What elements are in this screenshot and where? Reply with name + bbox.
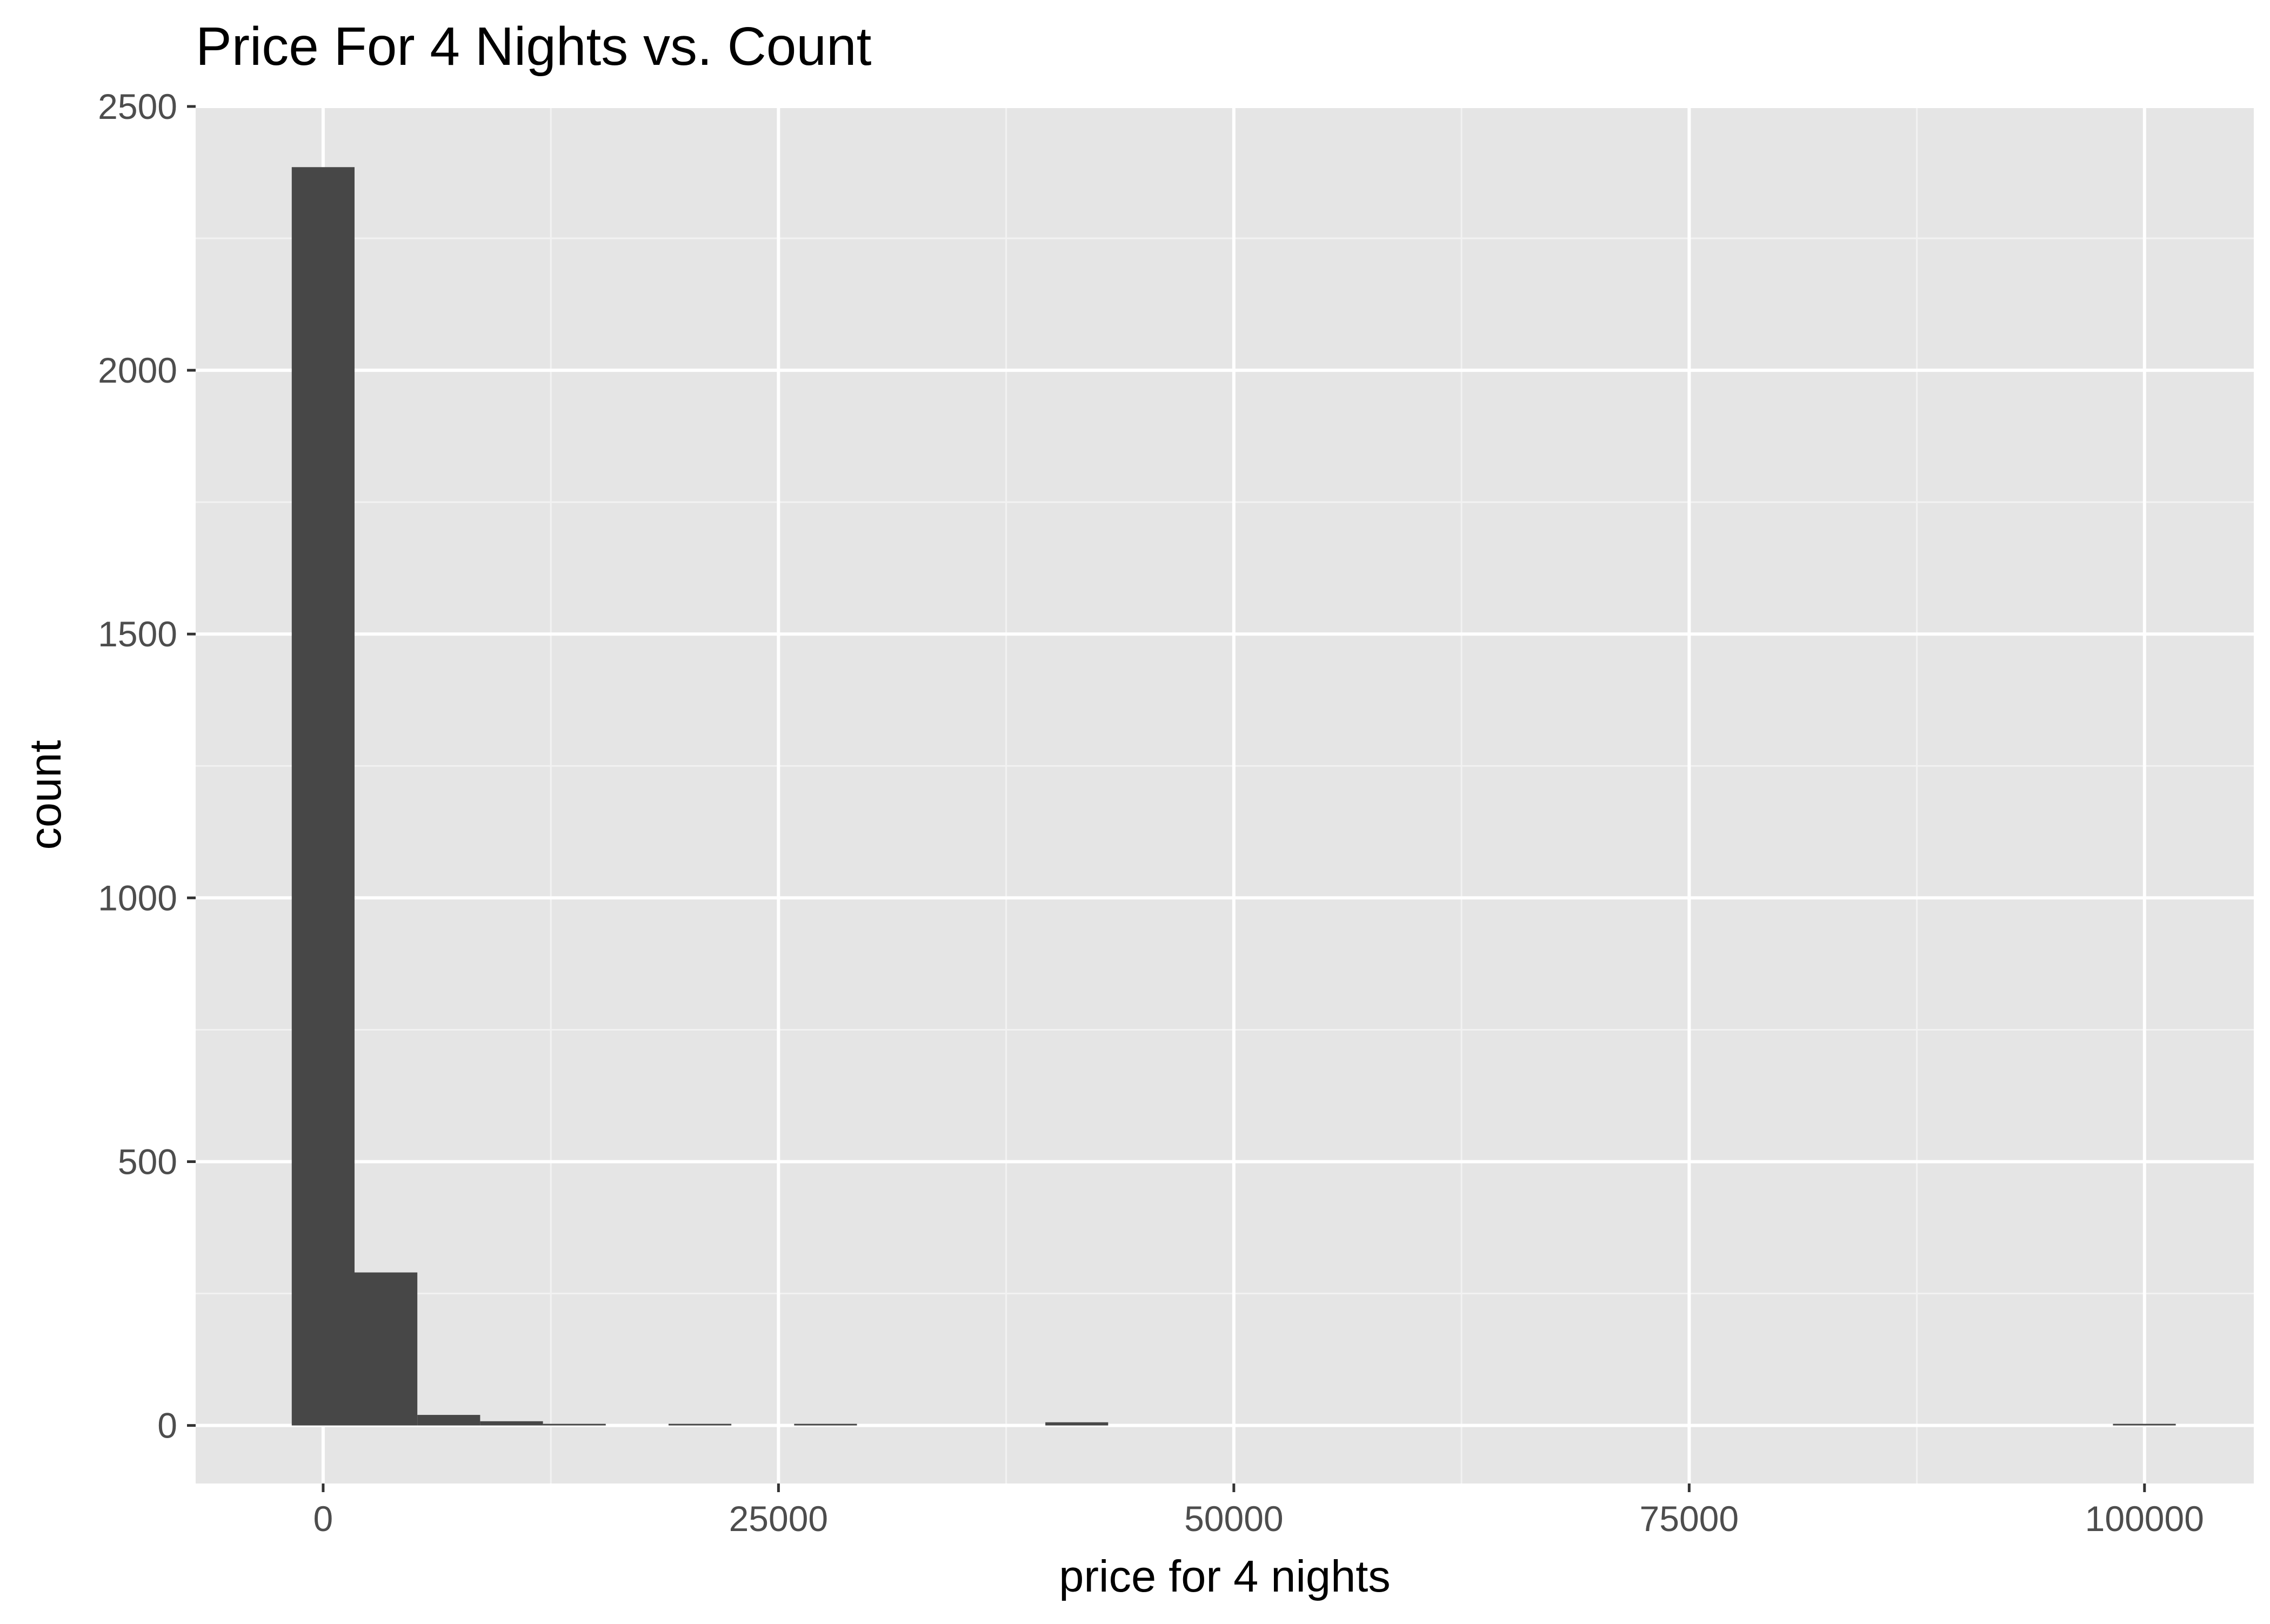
major-gridlines bbox=[196, 105, 2254, 1483]
chart-title: Price For 4 Nights vs. Count bbox=[196, 16, 872, 77]
x-tick-label: 50000 bbox=[1184, 1499, 1284, 1539]
x-tick-label: 25000 bbox=[729, 1499, 829, 1539]
y-tick-label: 2500 bbox=[98, 86, 177, 126]
x-tick-label: 75000 bbox=[1640, 1499, 1739, 1539]
y-tick-label: 1500 bbox=[98, 614, 177, 654]
y-tick-label: 0 bbox=[157, 1406, 177, 1446]
histogram-bars bbox=[291, 167, 2176, 1426]
histogram-bar bbox=[291, 167, 355, 1426]
y-axis: 0 500 1000 1500 2000 2500 bbox=[98, 86, 196, 1446]
x-tick-label: 0 bbox=[313, 1499, 333, 1539]
y-tick-label: 500 bbox=[118, 1141, 177, 1181]
histogram-bar bbox=[480, 1421, 543, 1426]
histogram-bar bbox=[2113, 1423, 2176, 1426]
y-tick-label: 2000 bbox=[98, 350, 177, 390]
plot-panel bbox=[196, 106, 2254, 1483]
y-axis-title: count bbox=[20, 740, 70, 850]
x-axis-title: price for 4 nights bbox=[1059, 1551, 1391, 1601]
histogram-bar bbox=[794, 1423, 857, 1426]
histogram-bar bbox=[417, 1415, 480, 1426]
histogram-bar bbox=[1045, 1422, 1109, 1426]
histogram-bar bbox=[543, 1423, 606, 1426]
x-axis: 0 25000 50000 75000 100000 bbox=[313, 1483, 2204, 1539]
histogram-bar bbox=[354, 1272, 418, 1426]
x-tick-label: 100000 bbox=[2085, 1499, 2204, 1539]
histogram-bar bbox=[668, 1423, 732, 1426]
y-tick-label: 1000 bbox=[98, 878, 177, 918]
minor-gridlines bbox=[196, 106, 2254, 1483]
